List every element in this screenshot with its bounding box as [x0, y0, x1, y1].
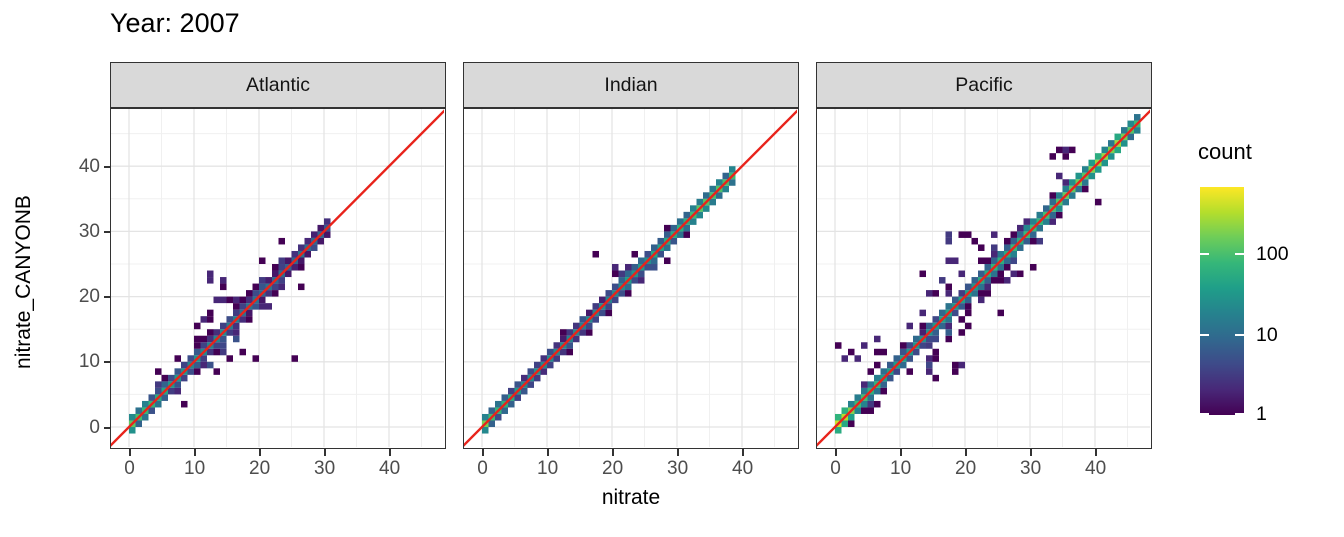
- x-tick-mark: [834, 449, 837, 456]
- x-tick-mark: [899, 449, 902, 456]
- x-axis-title: nitrate: [601, 486, 661, 509]
- y-tick-mark: [103, 296, 110, 299]
- x-tick-label: 40: [732, 458, 754, 479]
- x-tick-label: 40: [1085, 458, 1107, 479]
- legend-tick-label: 10: [1256, 323, 1278, 346]
- facet-panel-indian: [463, 108, 799, 449]
- facet-strip-atlantic: Atlantic: [110, 62, 446, 108]
- legend-tick-left: [1200, 333, 1209, 337]
- x-tick-mark: [388, 449, 391, 456]
- x-tick-mark: [481, 449, 484, 456]
- y-tick-label: 0: [89, 416, 100, 438]
- x-tick-mark: [546, 449, 549, 456]
- x-tick-label: 0: [830, 458, 841, 479]
- panel-canvas-pacific: [817, 109, 1150, 447]
- x-tick-mark: [676, 449, 679, 456]
- legend-colorbar: [1200, 187, 1244, 415]
- x-tick-mark: [258, 449, 261, 456]
- x-tick-mark: [611, 449, 614, 456]
- x-tick-label: 10: [537, 458, 559, 479]
- panel-canvas-atlantic: [111, 109, 444, 447]
- x-tick-label: 20: [602, 458, 624, 479]
- x-tick-label: 30: [667, 458, 689, 479]
- plot-title: Year: 2007: [110, 8, 240, 38]
- y-tick-mark: [103, 231, 110, 233]
- x-tick-label: 0: [124, 458, 135, 479]
- legend-tick-left: [1200, 412, 1209, 415]
- y-tick-label: 30: [78, 221, 100, 242]
- y-tick-label: 10: [78, 351, 100, 373]
- x-tick-mark: [128, 449, 131, 456]
- x-tick-mark: [193, 449, 196, 456]
- x-tick-mark: [1094, 449, 1097, 456]
- legend-tick-right: [1235, 412, 1244, 415]
- x-tick-label: 10: [890, 458, 912, 479]
- x-tick-mark: [1029, 449, 1032, 456]
- y-tick-mark: [103, 361, 110, 364]
- facet-strip-pacific: Pacific: [816, 62, 1152, 108]
- x-tick-mark: [741, 449, 744, 456]
- legend-tick-label: 100: [1256, 242, 1289, 265]
- y-tick-label: 40: [78, 155, 100, 177]
- x-tick-label: 20: [955, 458, 977, 479]
- facet-strip-indian: Indian: [463, 62, 799, 108]
- x-tick-label: 10: [184, 458, 206, 479]
- legend-tick-label: 1: [1256, 402, 1267, 425]
- legend-tick-right: [1235, 252, 1244, 256]
- x-tick-label: 0: [477, 458, 488, 479]
- facet-panel-atlantic: [110, 108, 446, 449]
- legend-title: count: [1198, 139, 1252, 164]
- facet-panel-pacific: [816, 108, 1152, 449]
- y-axis-title: nitrate_CANYONB: [12, 195, 35, 369]
- y-tick-mark: [103, 165, 110, 168]
- x-tick-label: 30: [1020, 458, 1042, 479]
- panel-canvas-indian: [464, 109, 797, 447]
- y-tick-mark: [103, 426, 110, 429]
- legend-tick-left: [1200, 252, 1209, 256]
- legend-tick-right: [1235, 333, 1244, 337]
- y-tick-label: 20: [78, 286, 100, 308]
- x-tick-label: 30: [314, 458, 336, 479]
- x-tick-mark: [323, 449, 326, 456]
- x-tick-label: 40: [379, 458, 401, 479]
- x-tick-label: 20: [249, 458, 271, 479]
- x-tick-mark: [964, 449, 967, 456]
